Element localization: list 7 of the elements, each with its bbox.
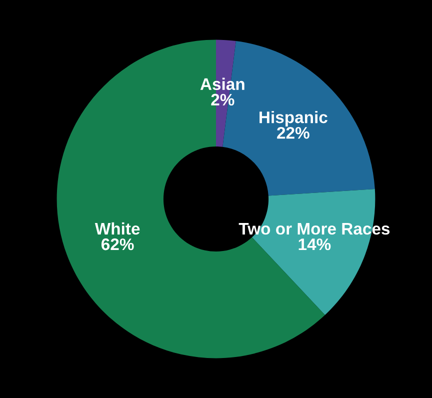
data-label: 14% xyxy=(298,238,331,250)
data-label: 2% xyxy=(211,94,234,106)
data-label: 22% xyxy=(277,126,310,139)
slice-label: Asian xyxy=(200,78,244,90)
slice-label: Hispanic xyxy=(260,110,328,127)
slice-label: White xyxy=(94,222,140,235)
data-label: 62% xyxy=(101,238,134,250)
